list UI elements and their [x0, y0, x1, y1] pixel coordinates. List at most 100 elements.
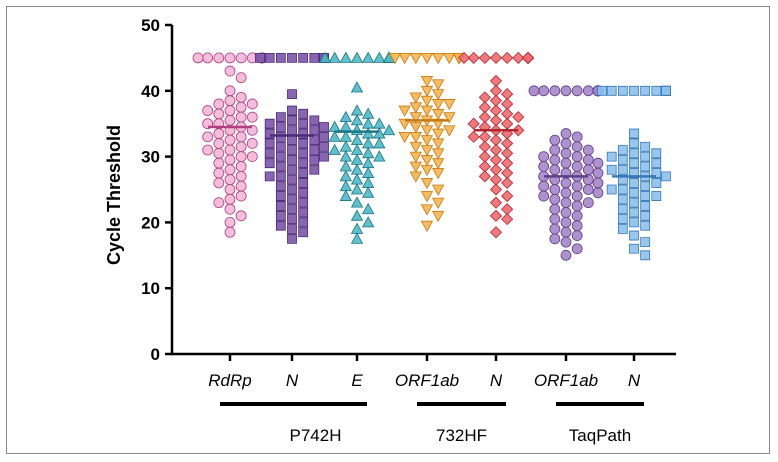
data-point [592, 157, 604, 169]
data-point [629, 138, 639, 149]
data-point [629, 197, 639, 208]
data-point [287, 125, 297, 136]
data-point [661, 85, 671, 96]
data-point [224, 85, 236, 97]
data-point [640, 151, 651, 162]
group-label: P742H [290, 426, 342, 445]
data-point [560, 157, 572, 169]
data-point [409, 53, 423, 65]
data-point [339, 179, 353, 192]
y-tick-label: 0 [151, 345, 160, 364]
data-point [512, 111, 525, 124]
data-point [309, 145, 320, 155]
data-point [617, 184, 628, 195]
data-point [606, 85, 617, 96]
data-point [309, 115, 320, 126]
data-point [549, 134, 561, 146]
series-n-points [457, 51, 535, 239]
data-point [443, 99, 456, 111]
data-point [373, 51, 386, 63]
data-point [549, 184, 561, 195]
data-point [528, 85, 540, 97]
data-point [606, 184, 617, 195]
data-point [420, 85, 434, 98]
data-point [328, 51, 341, 63]
data-point [431, 138, 445, 150]
data-point [350, 163, 364, 175]
mean-lines [208, 119, 656, 178]
data-point [264, 171, 275, 182]
data-point [617, 164, 628, 175]
y-tick-label: 30 [141, 148, 160, 167]
data-point [592, 167, 604, 179]
data-point [420, 164, 434, 177]
data-point [617, 224, 628, 234]
data-point [431, 197, 445, 209]
data-point [224, 115, 236, 126]
data-point [443, 112, 456, 124]
data-point [582, 164, 594, 176]
data-point [224, 203, 236, 215]
data-point [571, 151, 583, 163]
data-point [213, 138, 225, 149]
x-tick-label: N [628, 371, 641, 390]
data-point [560, 138, 572, 149]
data-point [489, 226, 503, 239]
data-point [629, 187, 639, 198]
data-point [443, 125, 456, 137]
data-point [409, 151, 423, 163]
data-point [361, 117, 375, 129]
data-point [420, 191, 434, 203]
data-point [467, 117, 480, 130]
data-point [235, 52, 247, 64]
data-point [549, 213, 561, 225]
data-point [350, 153, 364, 165]
data-point [420, 53, 434, 65]
data-point [202, 144, 214, 156]
data-point [264, 158, 275, 169]
data-point [398, 118, 411, 131]
data-point [318, 51, 332, 63]
data-point [640, 210, 651, 221]
y-tick-label: 20 [141, 213, 160, 232]
data-point [339, 51, 353, 63]
data-point [202, 105, 214, 116]
data-point [617, 145, 628, 155]
data-point [571, 190, 583, 202]
data-point [382, 123, 396, 136]
data-point [629, 178, 639, 188]
data-point [361, 202, 375, 215]
data-point [398, 131, 411, 144]
data-point [298, 207, 309, 218]
data-point [235, 210, 247, 222]
data-point [629, 148, 639, 159]
data-point [328, 143, 341, 155]
data-point [339, 110, 353, 123]
data-point [560, 197, 572, 209]
data-point [275, 112, 286, 123]
data-point [246, 138, 258, 149]
data-point [629, 243, 639, 254]
data-point [298, 158, 309, 169]
data-point [339, 150, 353, 162]
data-point [224, 154, 236, 166]
series-orf1ab-points [528, 85, 604, 261]
data-points [192, 51, 671, 261]
data-point [361, 186, 375, 198]
data-point [560, 147, 572, 159]
assay-groups: P742H 732HF TaqPath [220, 402, 644, 445]
data-point [309, 53, 320, 63]
data-point [235, 190, 247, 202]
data-point [361, 176, 375, 188]
data-point [275, 151, 286, 162]
data-point [640, 181, 651, 192]
data-point [549, 164, 561, 176]
data-point [224, 164, 236, 176]
data-point [213, 52, 225, 64]
data-point [512, 124, 525, 137]
data-point [298, 227, 309, 238]
data-point [431, 168, 445, 180]
data-point [202, 131, 214, 143]
data-point [582, 85, 594, 97]
